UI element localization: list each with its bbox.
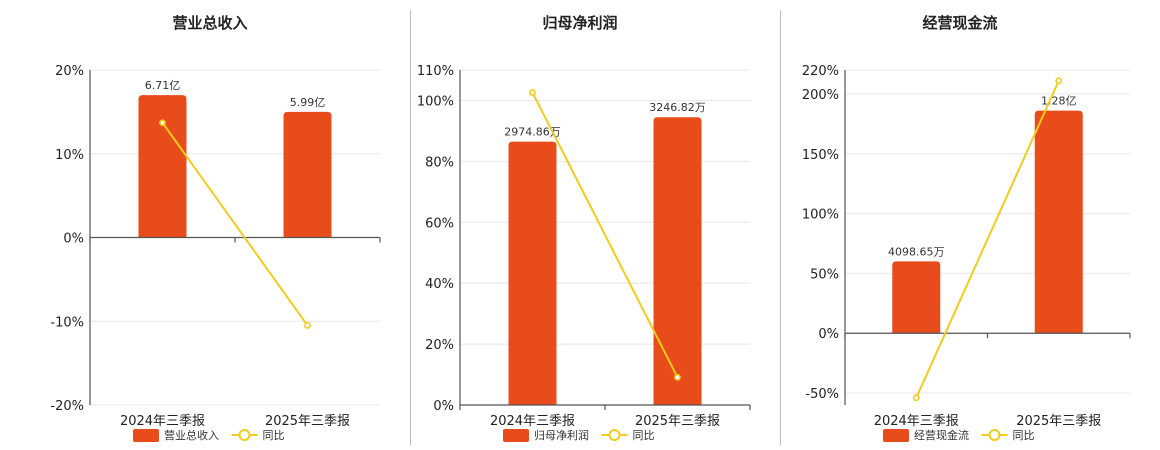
y-tick-label: 20% (425, 338, 454, 353)
bar-data-label: 5.99亿 (290, 96, 326, 109)
chart-title: 归母净利润 (542, 14, 617, 32)
y-tick-label: 150% (802, 148, 839, 163)
category-label: 2024年三季报 (490, 414, 575, 429)
panel-divider (780, 10, 781, 445)
y-tick-label: 0% (433, 399, 454, 414)
bar (508, 141, 557, 405)
yoy-line (531, 92, 679, 378)
y-tick-label: -50% (805, 387, 839, 402)
legend-line-marker (238, 429, 251, 441)
y-tick-label: 220% (802, 64, 839, 79)
chart-title: 经营现金流 (922, 14, 997, 32)
yoy-point (1055, 77, 1063, 85)
legend-bar-swatch (133, 429, 159, 442)
category-label: 2025年三季报 (265, 414, 350, 429)
yoy-point (912, 394, 920, 402)
bar (138, 95, 187, 238)
y-tick-label: 40% (425, 277, 454, 292)
legend-bar-swatch (883, 429, 909, 442)
bar-data-label: 6.71亿 (145, 79, 181, 92)
panel-divider (410, 10, 411, 445)
y-tick-label: 50% (810, 267, 839, 282)
y-tick-label: 60% (425, 216, 454, 231)
bar (892, 261, 941, 334)
legend-line-label: 同比 (263, 429, 285, 442)
y-tick-label: 80% (425, 155, 454, 170)
y-tick-label: -10% (50, 315, 84, 330)
bar (1034, 110, 1083, 334)
category-label: 2025年三季报 (1016, 414, 1101, 429)
legend-line-label: 同比 (1013, 429, 1035, 442)
legend-line-marker (988, 429, 1001, 441)
category-label: 2025年三季报 (635, 414, 720, 429)
yoy-point (674, 373, 681, 381)
yoy-line (161, 122, 309, 327)
bar-data-label: 3246.82万 (649, 101, 706, 114)
y-tick-label: 20% (55, 64, 84, 79)
chart-revenue: 营业总收入 20% 10% 0% -10% -20% 6.71亿 5.99亿 2024年三季报 2… (50, 14, 381, 442)
category-label: 2024年三季报 (874, 414, 959, 429)
y-tick-label: 10% (55, 148, 84, 163)
bar-data-label: 4098.65万 (888, 245, 945, 258)
y-tick-label: -20% (50, 399, 84, 414)
legend-bar-label: 营业总收入 (164, 428, 219, 442)
yoy-point (529, 89, 536, 96)
y-tick-label: 0% (63, 232, 84, 247)
legend-bar-label: 经营现金流 (914, 428, 969, 442)
legend-bar-swatch (503, 429, 529, 442)
legend-bar-label: 归母净利润 (534, 428, 589, 442)
bar (653, 117, 702, 406)
chart-cash-flow: 经营现金流 220% 200% 150% 100% 50% 0% -50% 4098.65万 1.… (802, 14, 1131, 442)
chart-net-profit: 归母净利润 110% 100% 80% 60% 40% 20% 0% 2974.86万 3246.… (417, 14, 751, 442)
yoy-point (159, 119, 166, 127)
category-label: 2024年三季报 (120, 414, 205, 429)
y-tick-label: 100% (417, 94, 454, 109)
y-tick-label: 200% (802, 88, 839, 103)
y-tick-label: 0% (818, 327, 839, 342)
bar-data-label: 2974.86万 (504, 126, 561, 139)
legend-line-marker (608, 429, 621, 441)
chart-title: 营业总收入 (172, 14, 247, 32)
bar-data-label: 1.28亿 (1041, 95, 1077, 108)
y-tick-label: 110% (417, 64, 454, 79)
legend-line-label: 同比 (633, 429, 655, 442)
y-tick-label: 100% (802, 208, 839, 223)
chart-panel-cash-flow: 经营现金流 220% 200% 150% 100% 50% 0% -50% 4098.65万 1.… (780, 0, 1160, 450)
bar (283, 111, 332, 238)
chart-panel-net-profit: 归母净利润 110% 100% 80% 60% 40% 20% 0% 2974.86万 3246.… (410, 0, 780, 450)
chart-panel-revenue: 营业总收入 20% 10% 0% -10% -20% 6.71亿 5.99亿 2024年三季报 2… (0, 0, 410, 450)
yoy-line (915, 80, 1060, 399)
yoy-point (304, 322, 311, 329)
